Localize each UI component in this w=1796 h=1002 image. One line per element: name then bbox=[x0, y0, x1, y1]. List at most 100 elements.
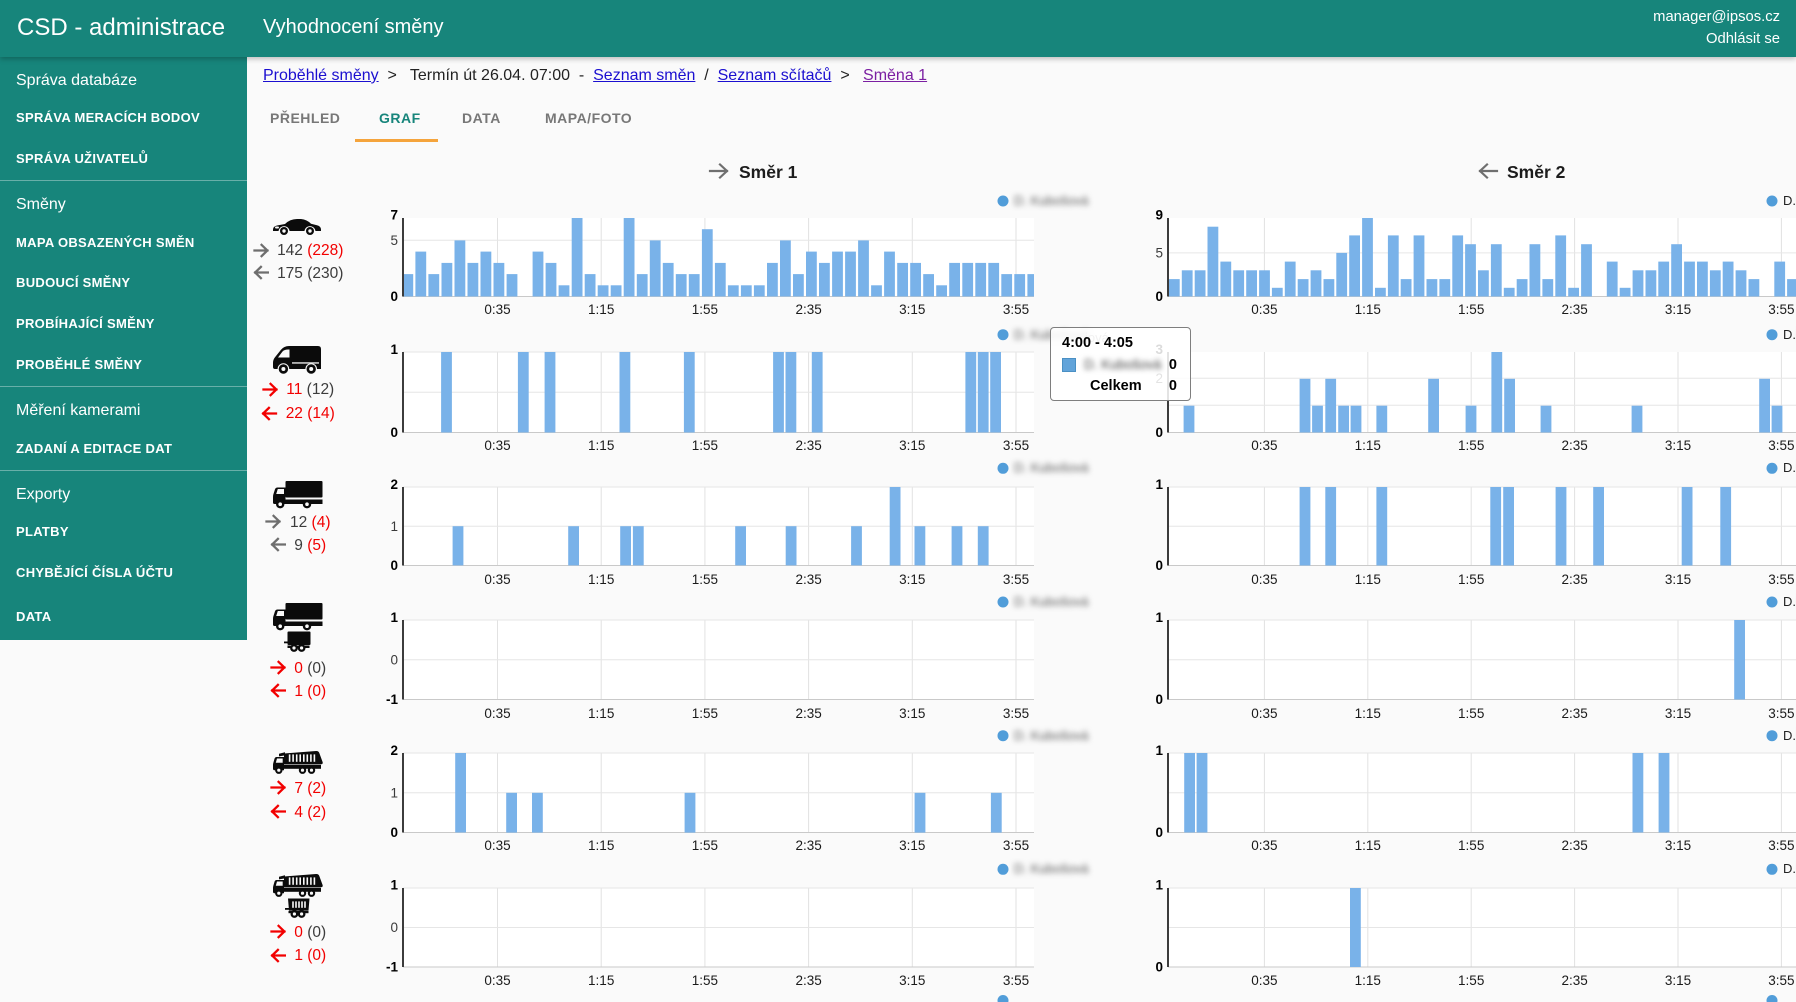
svg-text:1:55: 1:55 bbox=[692, 572, 718, 587]
svg-text:0: 0 bbox=[390, 425, 398, 440]
svg-text:1:15: 1:15 bbox=[588, 973, 614, 988]
svg-text:0: 0 bbox=[390, 652, 398, 667]
svg-text:1:15: 1:15 bbox=[1355, 302, 1381, 317]
svg-text:3:55: 3:55 bbox=[1003, 706, 1029, 721]
svg-text:0: 0 bbox=[390, 825, 398, 840]
svg-text:9: 9 bbox=[1155, 208, 1163, 223]
svg-text:0:35: 0:35 bbox=[484, 302, 510, 317]
svg-text:1:15: 1:15 bbox=[588, 838, 614, 853]
svg-text:2:35: 2:35 bbox=[795, 838, 821, 853]
svg-text:0: 0 bbox=[390, 920, 398, 935]
svg-text:2:35: 2:35 bbox=[795, 706, 821, 721]
svg-text:1:15: 1:15 bbox=[588, 302, 614, 317]
svg-text:1:55: 1:55 bbox=[692, 973, 718, 988]
svg-text:1:55: 1:55 bbox=[1458, 438, 1484, 453]
svg-text:3:55: 3:55 bbox=[1768, 302, 1794, 317]
svg-text:3:15: 3:15 bbox=[1665, 302, 1691, 317]
svg-text:1: 1 bbox=[390, 878, 398, 893]
svg-text:1: 1 bbox=[1155, 878, 1163, 893]
svg-text:3:15: 3:15 bbox=[1665, 438, 1691, 453]
svg-text:3:15: 3:15 bbox=[899, 572, 925, 587]
svg-text:0: 0 bbox=[390, 289, 398, 304]
svg-text:2:35: 2:35 bbox=[795, 302, 821, 317]
svg-text:0:35: 0:35 bbox=[484, 706, 510, 721]
svg-text:1:15: 1:15 bbox=[1355, 572, 1381, 587]
svg-text:3:55: 3:55 bbox=[1003, 973, 1029, 988]
svg-text:7: 7 bbox=[390, 208, 398, 223]
svg-text:3:15: 3:15 bbox=[899, 706, 925, 721]
svg-text:1:15: 1:15 bbox=[1355, 438, 1381, 453]
svg-text:2: 2 bbox=[390, 743, 398, 758]
svg-text:1: 1 bbox=[390, 519, 398, 534]
svg-text:3:55: 3:55 bbox=[1003, 302, 1029, 317]
svg-text:3:55: 3:55 bbox=[1003, 838, 1029, 853]
svg-text:3:15: 3:15 bbox=[1665, 572, 1691, 587]
svg-text:1:55: 1:55 bbox=[692, 438, 718, 453]
svg-text:1:55: 1:55 bbox=[692, 838, 718, 853]
svg-text:-1: -1 bbox=[386, 960, 398, 975]
svg-text:1:15: 1:15 bbox=[588, 438, 614, 453]
svg-text:1: 1 bbox=[1155, 610, 1163, 625]
svg-text:0:35: 0:35 bbox=[484, 973, 510, 988]
svg-text:0:35: 0:35 bbox=[1251, 706, 1277, 721]
svg-text:3:15: 3:15 bbox=[899, 973, 925, 988]
svg-text:1: 1 bbox=[1155, 477, 1163, 492]
svg-text:0: 0 bbox=[1155, 425, 1163, 440]
svg-text:2:35: 2:35 bbox=[1561, 973, 1587, 988]
svg-text:2:35: 2:35 bbox=[1561, 572, 1587, 587]
svg-text:1:55: 1:55 bbox=[1458, 572, 1484, 587]
svg-text:3:55: 3:55 bbox=[1768, 706, 1794, 721]
svg-text:3:55: 3:55 bbox=[1003, 572, 1029, 587]
svg-text:5: 5 bbox=[1155, 245, 1163, 260]
svg-text:0:35: 0:35 bbox=[1251, 572, 1277, 587]
svg-text:0:35: 0:35 bbox=[1251, 838, 1277, 853]
svg-text:1: 1 bbox=[1155, 743, 1163, 758]
svg-text:0: 0 bbox=[1155, 558, 1163, 573]
svg-text:0:35: 0:35 bbox=[1251, 973, 1277, 988]
svg-text:1:55: 1:55 bbox=[1458, 838, 1484, 853]
svg-text:1:55: 1:55 bbox=[692, 302, 718, 317]
svg-text:1:15: 1:15 bbox=[1355, 838, 1381, 853]
svg-text:0:35: 0:35 bbox=[484, 838, 510, 853]
svg-text:3:15: 3:15 bbox=[1665, 973, 1691, 988]
svg-text:1: 1 bbox=[390, 342, 398, 357]
svg-text:3:55: 3:55 bbox=[1003, 438, 1029, 453]
svg-text:3:15: 3:15 bbox=[899, 438, 925, 453]
svg-text:1:55: 1:55 bbox=[692, 706, 718, 721]
svg-text:0: 0 bbox=[1155, 289, 1163, 304]
svg-text:2:35: 2:35 bbox=[1561, 706, 1587, 721]
svg-text:0:35: 0:35 bbox=[484, 572, 510, 587]
svg-text:1:15: 1:15 bbox=[588, 572, 614, 587]
svg-text:1:15: 1:15 bbox=[1355, 973, 1381, 988]
svg-text:1: 1 bbox=[390, 610, 398, 625]
svg-text:1:55: 1:55 bbox=[1458, 302, 1484, 317]
svg-text:3:55: 3:55 bbox=[1768, 838, 1794, 853]
svg-text:0: 0 bbox=[1155, 692, 1163, 707]
svg-text:2:35: 2:35 bbox=[1561, 302, 1587, 317]
svg-text:2:35: 2:35 bbox=[1561, 838, 1587, 853]
svg-text:0:35: 0:35 bbox=[1251, 438, 1277, 453]
svg-text:3:15: 3:15 bbox=[899, 838, 925, 853]
svg-text:2: 2 bbox=[390, 477, 398, 492]
svg-text:3:15: 3:15 bbox=[1665, 838, 1691, 853]
svg-text:3:15: 3:15 bbox=[1665, 706, 1691, 721]
svg-text:2:35: 2:35 bbox=[795, 973, 821, 988]
svg-text:-1: -1 bbox=[386, 692, 398, 707]
svg-text:0: 0 bbox=[1155, 825, 1163, 840]
svg-text:3:55: 3:55 bbox=[1768, 438, 1794, 453]
svg-text:0: 0 bbox=[390, 558, 398, 573]
svg-text:1:15: 1:15 bbox=[1355, 706, 1381, 721]
svg-text:3:55: 3:55 bbox=[1768, 973, 1794, 988]
svg-text:1:55: 1:55 bbox=[1458, 706, 1484, 721]
svg-text:0: 0 bbox=[1155, 960, 1163, 975]
svg-text:1: 1 bbox=[390, 785, 398, 800]
svg-text:2:35: 2:35 bbox=[795, 438, 821, 453]
svg-text:2:35: 2:35 bbox=[1561, 438, 1587, 453]
svg-text:1:55: 1:55 bbox=[1458, 973, 1484, 988]
svg-text:2:35: 2:35 bbox=[795, 572, 821, 587]
svg-text:3:55: 3:55 bbox=[1768, 572, 1794, 587]
svg-text:5: 5 bbox=[390, 233, 398, 248]
svg-text:0:35: 0:35 bbox=[1251, 302, 1277, 317]
svg-text:0:35: 0:35 bbox=[484, 438, 510, 453]
svg-text:3:15: 3:15 bbox=[899, 302, 925, 317]
